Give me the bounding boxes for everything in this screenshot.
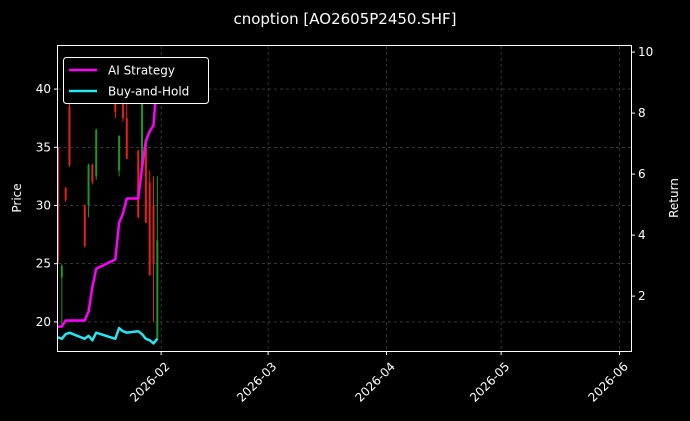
legend-label-buy-hold: Buy-and-Hold (108, 85, 189, 99)
y-axis-right: 2 4 6 8 10 (631, 45, 653, 303)
candle-body (152, 205, 155, 264)
y-left-tick-label: 35 (36, 140, 51, 154)
candle-body (83, 205, 86, 247)
y-right-tick-label: 8 (638, 106, 646, 120)
candle-body (137, 150, 140, 218)
y-left-tick-label: 40 (36, 82, 51, 96)
candle-body (95, 129, 98, 177)
legend-label-strategy: AI Strategy (108, 64, 175, 78)
buy-hold-line (57, 326, 159, 345)
y-right-tick-label: 6 (638, 167, 646, 181)
legend: AI Strategy Buy-and-Hold (63, 57, 209, 104)
x-axis: 2026-02 2026-03 2026-04 2026-05 2026-06 (127, 351, 631, 405)
x-tick-label: 2026-04 (353, 359, 398, 404)
y-left-tick-label: 30 (36, 198, 51, 212)
candle-body (156, 240, 159, 340)
y-right-tick-label: 2 (638, 289, 646, 303)
candle-body (64, 188, 67, 200)
x-tick-label: 2026-05 (467, 359, 512, 404)
candle-body (118, 135, 121, 171)
plot-frame (57, 45, 632, 352)
candle-body (125, 118, 128, 159)
candle-body (114, 100, 117, 113)
candle-body (148, 182, 151, 276)
x-tick-label: 2026-02 (127, 359, 172, 404)
candle-body (141, 100, 144, 171)
y-left-tick-label: 25 (36, 257, 51, 271)
grid-lines (58, 46, 631, 351)
candle-body (68, 106, 71, 165)
x-tick-label: 2026-06 (586, 359, 631, 404)
y-right-tick-label: 10 (638, 45, 653, 59)
strategy-line (58, 76, 159, 328)
x-tick-label: 2026-03 (234, 359, 279, 404)
y-axis-left: 20 25 30 35 40 (36, 82, 58, 329)
chart-title: cnoption [AO2605P2450.SHF] (233, 10, 456, 28)
legend-box (63, 57, 209, 104)
y-axis-right-label: Return (667, 178, 681, 218)
candle-body (60, 266, 63, 278)
candle-body (91, 164, 94, 183)
series-lines (57, 76, 159, 345)
candle-body (87, 164, 90, 206)
y-axis-left-label: Price (10, 183, 24, 212)
y-left-tick-label: 20 (36, 315, 51, 329)
candle-body (144, 141, 147, 223)
y-right-tick-label: 4 (638, 228, 646, 242)
